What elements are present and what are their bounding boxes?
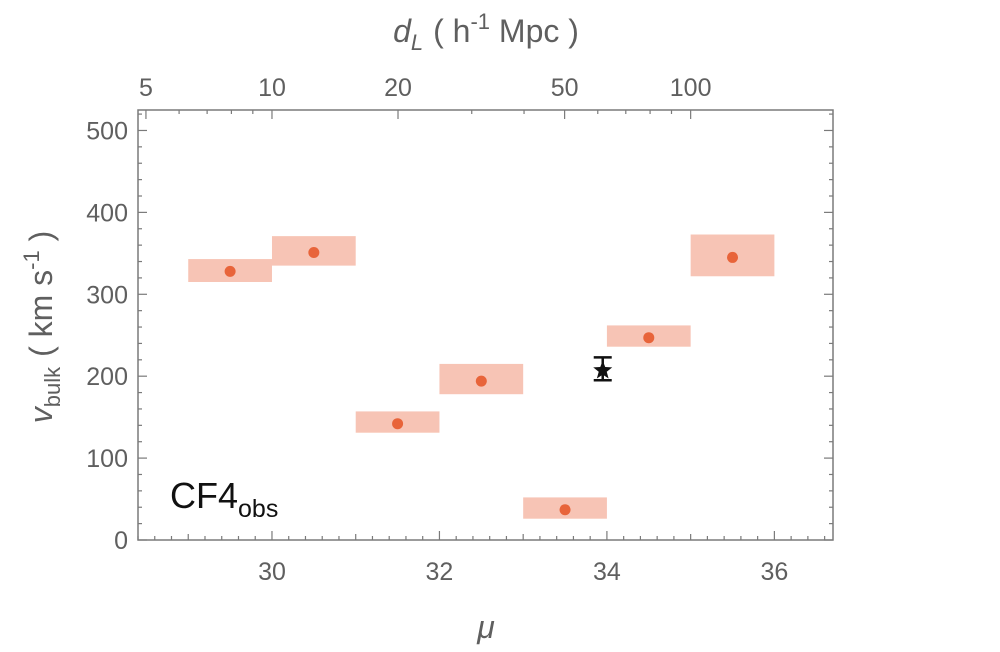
- y-axis-subscript: bulk: [40, 366, 65, 407]
- x-tick-label: 30: [258, 558, 286, 586]
- data-point: [392, 418, 404, 430]
- x-tick-label: 32: [426, 558, 454, 586]
- top-axis-subscript: L: [411, 30, 423, 55]
- annotation-main: CF4: [170, 475, 238, 516]
- points-layer: [224, 247, 739, 516]
- top-tick-label: 5: [139, 74, 153, 102]
- top-axis-units-suffix: Mpc ): [490, 13, 579, 49]
- top-axis-symbol: d: [393, 13, 412, 49]
- data-point: [475, 375, 487, 387]
- reference-marker: [593, 356, 613, 382]
- star-point: [593, 360, 613, 379]
- y-axis-title: vbulk ( km s-1 ): [19, 231, 65, 424]
- dataset-annotation: CF4obs: [170, 475, 278, 523]
- top-tick-label: 10: [258, 74, 286, 102]
- top-axis-title: dL ( h-1 Mpc ): [393, 9, 579, 55]
- top-axis-units-exp: -1: [470, 9, 490, 34]
- y-tick-label: 400: [86, 199, 128, 227]
- data-point: [643, 332, 655, 344]
- plot-frame: [137, 109, 834, 541]
- tick-labels-layer: 30 32 34 36 0 100 200 300 400 500 5 10 20 50 100: [86, 74, 788, 586]
- x-axis-title: μ: [476, 609, 495, 645]
- top-tick-label: 50: [551, 74, 579, 102]
- y-tick-label: 500: [86, 117, 128, 145]
- top-tick-label: 100: [670, 74, 712, 102]
- top-tick-label: 20: [384, 74, 412, 102]
- y-tick-label: 200: [86, 363, 128, 391]
- data-point: [224, 265, 236, 277]
- y-tick-label: 0: [114, 527, 128, 555]
- y-axis-symbol: v: [23, 405, 59, 423]
- y-axis-units-exp: -1: [19, 250, 44, 270]
- y-tick-label: 100: [86, 445, 128, 473]
- x-tick-label: 34: [593, 558, 621, 586]
- annotation-subscript: obs: [238, 495, 278, 523]
- y-axis-units-prefix: ( km s: [23, 270, 59, 357]
- y-tick-label: 300: [86, 281, 128, 309]
- y-axis-units-suffix: ): [23, 231, 59, 251]
- x-tick-label: 36: [760, 558, 788, 586]
- data-point: [727, 251, 739, 263]
- top-axis-units-prefix: ( h: [433, 13, 470, 49]
- data-point: [559, 504, 571, 516]
- data-point: [308, 247, 320, 259]
- ticks-layer: [137, 110, 833, 541]
